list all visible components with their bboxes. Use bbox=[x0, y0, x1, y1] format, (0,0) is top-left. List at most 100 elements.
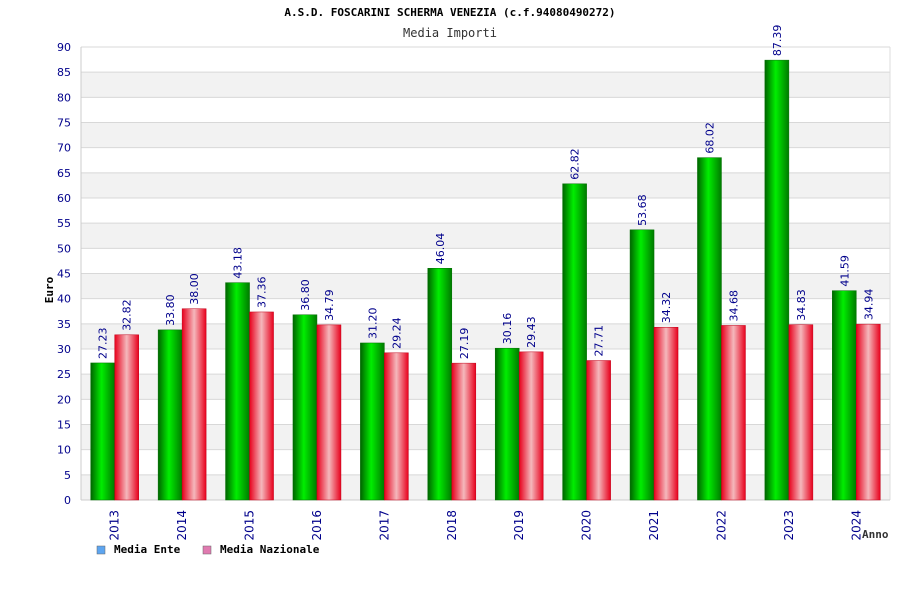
bar-value-label: 32.82 bbox=[121, 299, 134, 331]
bar-media-nazionale-2016 bbox=[316, 324, 342, 501]
bar-value-label: 34.94 bbox=[862, 289, 875, 321]
y-tick-label: 55 bbox=[57, 217, 71, 230]
bar-media-nazionale-2018 bbox=[451, 362, 477, 501]
bar-media-nazionale-2023 bbox=[788, 324, 814, 501]
bar-media-ente-2018 bbox=[427, 268, 453, 501]
bar-media-nazionale-2024 bbox=[856, 323, 881, 501]
bar-media-nazionale-2015 bbox=[249, 311, 274, 501]
bar-media-nazionale-2014 bbox=[181, 308, 207, 501]
y-tick-label: 35 bbox=[57, 318, 71, 331]
grid-band bbox=[81, 122, 890, 148]
legend-label-media-nazionale: Media Nazionale bbox=[220, 543, 320, 556]
y-tick-label: 25 bbox=[57, 368, 71, 381]
bar-media-ente-2022 bbox=[697, 157, 722, 501]
y-tick-label: 75 bbox=[57, 117, 71, 130]
bar-value-label: 31.20 bbox=[366, 307, 379, 339]
bar-media-ente-2024 bbox=[832, 290, 857, 501]
bar-value-label: 34.32 bbox=[660, 292, 673, 324]
chart-title: A.S.D. FOSCARINI SCHERMA VENEZIA (c.f.94… bbox=[284, 6, 615, 19]
y-tick-label: 70 bbox=[57, 142, 71, 155]
bar-value-label: 62.82 bbox=[569, 148, 582, 180]
grid-band bbox=[81, 273, 890, 299]
bar-value-label: 27.23 bbox=[97, 327, 110, 359]
bar-media-nazionale-2020 bbox=[586, 360, 611, 501]
grid-band bbox=[81, 172, 890, 198]
x-tick-label: 2018 bbox=[445, 510, 459, 541]
legend-label-media-ente: Media Ente bbox=[114, 543, 181, 556]
grid-band bbox=[81, 474, 890, 500]
grid-band bbox=[81, 323, 890, 349]
bar-value-label: 53.68 bbox=[636, 194, 649, 226]
x-tick-label: 2021 bbox=[647, 510, 661, 541]
bar-value-label: 34.83 bbox=[795, 289, 808, 321]
x-tick-label: 2019 bbox=[512, 510, 526, 541]
y-axis-ticks: 0 5 10 15 20 25 30 35 40 45 50 55 60 65 70 75 80 85 90 bbox=[57, 41, 71, 507]
x-tick-label: 2024 bbox=[849, 510, 863, 541]
bar-media-nazionale-2019 bbox=[518, 351, 544, 501]
y-axis-label: Euro bbox=[43, 276, 56, 303]
bar-media-ente-2015 bbox=[225, 282, 250, 501]
x-tick-label: 2022 bbox=[714, 510, 728, 541]
chart-subtitle: Media Importi bbox=[403, 26, 497, 40]
bar-value-label: 43.18 bbox=[232, 247, 245, 279]
bar-value-label: 46.04 bbox=[434, 233, 447, 265]
bar-media-nazionale-2022 bbox=[721, 325, 746, 501]
legend: Media Ente Media Nazionale bbox=[96, 543, 320, 556]
x-tick-label: 2023 bbox=[782, 510, 796, 541]
y-tick-label: 85 bbox=[57, 66, 71, 79]
x-tick-label: 2020 bbox=[580, 510, 594, 541]
grid-lines bbox=[80, 46, 891, 501]
y-tick-label: 10 bbox=[57, 444, 71, 457]
bars bbox=[90, 59, 881, 501]
bar-media-ente-2017 bbox=[360, 342, 385, 501]
x-tick-label: 2014 bbox=[175, 510, 189, 541]
grid-band bbox=[81, 223, 890, 249]
x-tick-label: 2013 bbox=[108, 510, 122, 541]
y-tick-label: 40 bbox=[57, 293, 71, 306]
grid-band bbox=[81, 374, 890, 400]
bar-value-label: 34.79 bbox=[323, 289, 336, 321]
y-tick-label: 80 bbox=[57, 91, 71, 104]
bar-value-label: 34.68 bbox=[727, 290, 740, 322]
bar-media-ente-2013 bbox=[90, 362, 115, 501]
x-axis-ticks: 2013 2014 2015 2016 2017 2018 2019 2020 2021 2022… bbox=[108, 510, 864, 541]
bar-value-label: 41.59 bbox=[838, 255, 851, 287]
bar-media-ente-2016 bbox=[292, 314, 318, 501]
y-tick-label: 90 bbox=[57, 41, 71, 54]
bar-media-ente-2021 bbox=[629, 229, 655, 501]
bar-value-label: 36.80 bbox=[299, 279, 312, 311]
legend-swatch-media-ente bbox=[96, 545, 106, 555]
bar-value-label: 27.71 bbox=[593, 325, 606, 357]
bar-value-label: 87.39 bbox=[771, 25, 784, 57]
y-tick-label: 60 bbox=[57, 192, 71, 205]
y-tick-label: 65 bbox=[57, 167, 71, 180]
bar-value-label: 37.36 bbox=[256, 276, 269, 308]
bar-media-ente-2023 bbox=[764, 59, 790, 501]
bar-media-ente-2020 bbox=[562, 183, 587, 501]
bar-value-label: 38.00 bbox=[188, 273, 201, 305]
bar-media-ente-2019 bbox=[494, 347, 520, 501]
y-tick-label: 0 bbox=[64, 494, 71, 507]
y-tick-label: 15 bbox=[57, 419, 71, 432]
bar-value-label: 33.80 bbox=[164, 294, 177, 326]
bar-value-labels: 27.23 32.82 33.80 38.00 43.18 37.36 36.80 34.79… bbox=[97, 25, 876, 360]
x-tick-label: 2015 bbox=[243, 510, 257, 541]
x-axis-label: Anno bbox=[862, 528, 889, 541]
x-tick-label: 2016 bbox=[310, 510, 324, 541]
bar-value-label: 30.16 bbox=[501, 313, 514, 345]
y-tick-label: 45 bbox=[57, 268, 71, 281]
bar-media-nazionale-2013 bbox=[114, 334, 139, 501]
bar-value-label: 29.24 bbox=[390, 317, 403, 349]
bar-value-label: 68.02 bbox=[703, 122, 716, 154]
bar-media-nazionale-2021 bbox=[653, 327, 679, 501]
legend-swatch-media-nazionale bbox=[202, 545, 212, 555]
y-tick-label: 5 bbox=[64, 469, 71, 482]
y-tick-label: 20 bbox=[57, 393, 71, 406]
bar-media-ente-2014 bbox=[157, 329, 183, 501]
bar-value-label: 27.19 bbox=[458, 328, 471, 360]
grid-band bbox=[81, 72, 890, 98]
y-tick-label: 30 bbox=[57, 343, 71, 356]
bar-media-nazionale-2017 bbox=[384, 352, 409, 501]
grid-band bbox=[81, 424, 890, 450]
